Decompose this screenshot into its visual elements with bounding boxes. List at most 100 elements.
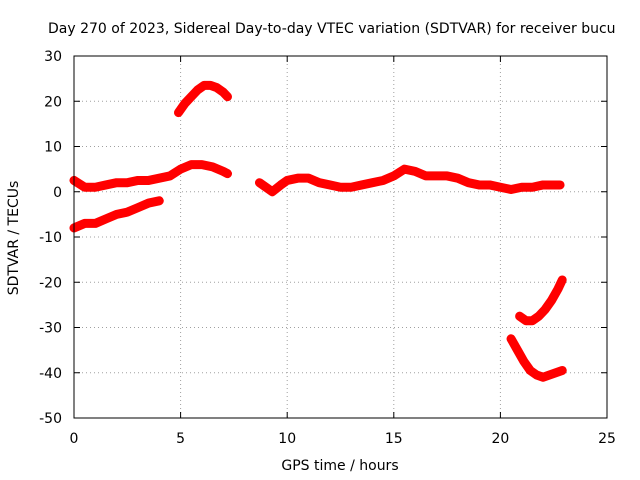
point-track-arc-top-8 [223,92,232,101]
point-track-main-1-12 [197,160,206,169]
point-track-main-2-7 [315,178,324,187]
series-track-arc-lower-right-1 [515,275,567,326]
point-track-low-7 [144,199,153,208]
point-track-arc-top-0 [174,108,183,117]
point-track-main-2-21 [464,178,473,187]
point-track-arc-lower-right-2-3 [526,366,535,375]
point-track-main-1-4 [112,178,121,187]
point-track-main-2-12 [368,178,377,187]
point-track-main-1-14 [219,167,228,176]
point-track-main-2-24 [496,183,505,192]
point-track-low-2 [91,219,100,228]
point-track-arc-lower-right-2-4 [532,371,541,380]
point-track-main-2-22 [475,180,484,189]
point-track-main-2-9 [336,183,345,192]
axis-ticks: 0 5 10 15 20 25 30 20 10 0 -10 -20 -30 -40 -50 [39,49,616,447]
point-track-main-1-3 [101,180,110,189]
point-track-arc-lower-right-2-6 [545,371,554,380]
point-track-main-1-6 [133,176,142,185]
point-track-arc-top-7 [219,88,228,97]
point-track-arc-top-3 [193,85,202,94]
point-track-main-2-1 [261,183,270,192]
point-track-main-2-11 [357,180,366,189]
x-tick-label-4: 20 [491,431,509,447]
point-track-main-2-13 [379,176,388,185]
point-track-main-2-14 [389,171,398,180]
point-track-main-2-4 [283,176,292,185]
point-track-arc-top-2 [187,92,196,101]
point-track-arc-lower-right-2-7 [551,368,560,377]
point-track-arc-lower-right-1-6 [553,285,562,294]
point-track-arc-lower-right-1-7 [558,275,567,284]
point-track-main-2-25 [507,185,516,194]
point-track-low-1 [80,219,89,228]
point-track-arc-lower-right-1-5 [547,296,556,305]
point-track-arc-lower-right-2-1 [513,346,522,355]
point-track-main-1-5 [123,178,132,187]
point-track-main-2-17 [421,171,430,180]
x-axis-label: GPS time / hours [281,458,398,474]
series-line-track-main-1 [69,160,233,192]
data-series [69,80,567,382]
point-track-main-1-1 [80,183,89,192]
point-track-main-1-8 [155,174,164,183]
point-track-low-4 [112,210,121,219]
point-track-arc-lower-right-2-2 [519,357,528,366]
point-track-arc-lower-right-2-5 [539,373,548,382]
point-track-main-2-6 [304,174,313,183]
point-track-arc-lower-right-1-2 [528,316,537,325]
x-tick-label-2: 10 [278,431,296,447]
point-track-arc-lower-right-1-0 [515,312,524,321]
point-track-main-1-7 [144,176,153,185]
point-track-arc-top-1 [180,99,189,108]
y-tick-label-7: -40 [39,366,62,382]
point-track-main-1-9 [165,171,174,180]
y-tick-label-6: -30 [39,321,62,337]
x-tick-label-3: 15 [385,431,403,447]
point-track-arc-top-6 [212,83,221,92]
y-tick-label-3: 0 [53,185,62,201]
point-track-main-1-10 [176,165,185,174]
point-track-main-2-20 [453,174,462,183]
point-track-arc-lower-right-2-8 [558,366,567,375]
point-track-main-2-27 [528,183,537,192]
x-tick-label-1: 5 [176,431,185,447]
point-track-main-2-26 [517,183,526,192]
y-tick-label-1: 20 [44,94,62,110]
point-track-main-2-15 [400,165,409,174]
point-track-main-2-0 [255,178,264,187]
y-tick-label-4: -10 [39,230,62,246]
point-track-main-2-3 [276,180,285,189]
y-tick-label-2: 10 [44,140,62,156]
point-track-low-6 [133,203,142,212]
point-track-main-2-10 [347,183,356,192]
point-track-main-2-23 [485,180,494,189]
point-track-arc-lower-right-1-4 [541,305,550,314]
y-tick-label-5: -20 [39,275,62,291]
point-track-low-8 [155,196,164,205]
point-track-main-1-11 [187,160,196,169]
series-track-arc-lower-right-2 [506,334,567,382]
series-track-arc-top [173,80,233,118]
point-track-main-2-30 [556,180,565,189]
point-track-low-3 [101,214,110,223]
chart-title: Day 270 of 2023, Sidereal Day-to-day VTE… [48,21,616,37]
point-track-main-2-18 [432,171,441,180]
series-track-low [69,196,164,233]
series-track-main-2 [254,164,565,197]
point-track-main-2-8 [325,180,334,189]
point-track-low-5 [123,208,132,217]
point-track-main-2-28 [539,180,548,189]
point-track-main-1-13 [208,162,217,171]
y-axis-label: SDTVAR / TECUs [6,181,22,296]
x-tick-label-5: 25 [598,431,616,447]
point-track-main-1-15 [223,169,232,178]
series-track-main-1 [69,160,233,192]
x-tick-label-0: 0 [70,431,79,447]
point-track-arc-top-5 [206,81,215,90]
y-tick-label-0: 30 [44,49,62,65]
point-track-arc-lower-right-1-3 [534,312,543,321]
y-tick-label-8: -50 [39,411,62,427]
point-track-main-2-5 [293,174,302,183]
